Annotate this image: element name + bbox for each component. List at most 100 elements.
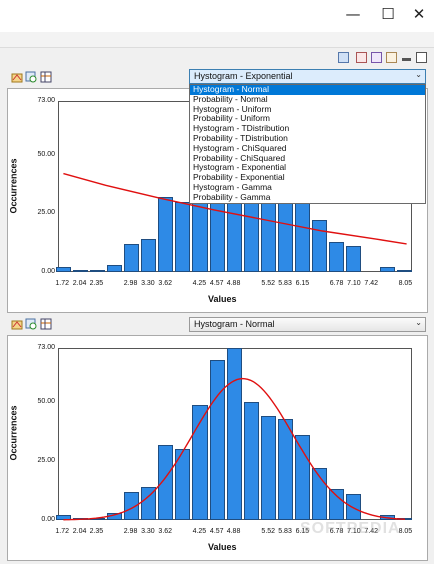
distribution-select-top[interactable]: Hystogram - Exponential ⌄ xyxy=(189,69,426,84)
edit-icon[interactable] xyxy=(356,52,367,63)
settings-icon[interactable] xyxy=(11,71,23,83)
histogram-bar xyxy=(329,489,345,520)
x-tick-label: 3.30 xyxy=(141,280,155,287)
x-tick-label: 4.88 xyxy=(226,528,241,535)
histogram-bar xyxy=(226,348,242,520)
histogram-bar xyxy=(107,264,123,272)
zoom-icon[interactable] xyxy=(25,318,37,330)
histogram-bar xyxy=(243,402,259,520)
x-axis-title: Values xyxy=(208,294,237,304)
view-toolbar xyxy=(0,48,434,68)
x-tick-label: 7.10 xyxy=(347,528,361,535)
dropdown-option[interactable]: Probability - Uniform xyxy=(193,113,270,124)
x-tick-label: 4.25 xyxy=(192,528,207,535)
chevron-down-icon: ⌄ xyxy=(415,318,422,327)
x-tick-label: 8.05 xyxy=(398,280,413,287)
histogram-bar xyxy=(107,512,123,520)
y-tick-label: 50.00 xyxy=(37,150,55,158)
histogram-bar xyxy=(294,435,311,520)
x-tick-label: 2.35 xyxy=(89,528,104,535)
y-tick-label: 73.00 xyxy=(37,97,55,104)
y-tick-label: 25.00 xyxy=(37,457,55,465)
dropdown-option[interactable]: Hystogram - TDistribution xyxy=(193,123,290,134)
window-titlebar: — ☐ ✕ xyxy=(0,0,434,32)
maximize-icon: ☐ xyxy=(381,5,395,23)
histogram-bar xyxy=(329,241,345,272)
histogram-bar xyxy=(55,515,71,520)
close-button[interactable]: ✕ xyxy=(402,0,434,28)
histogram-bar xyxy=(158,197,174,272)
histogram-bar xyxy=(175,201,191,272)
x-tick-label: 3.30 xyxy=(141,528,155,535)
dropdown-option[interactable]: Probability - Normal xyxy=(193,93,268,104)
histogram-bar xyxy=(72,269,89,272)
x-tick-label: 5.52 xyxy=(261,528,276,535)
x-tick-label: 4.25 xyxy=(192,280,207,287)
x-tick-label: 3.62 xyxy=(158,528,173,535)
close-icon: ✕ xyxy=(412,5,426,23)
x-tick-label: 5.83 xyxy=(278,280,292,287)
distribution-options-list[interactable]: Hystogram - Normal Probability - Normal Hy… xyxy=(189,84,426,204)
dropdown-option[interactable]: Hystogram - Exponential xyxy=(193,162,287,173)
histogram-bar xyxy=(277,418,293,520)
histogram-bar xyxy=(72,517,89,520)
histogram-bar xyxy=(124,491,140,520)
histogram-bar xyxy=(124,243,140,272)
x-tick-label: 1.72 xyxy=(55,280,70,287)
histogram-bar xyxy=(90,269,106,272)
histogram-bar xyxy=(346,494,362,520)
histogram-bar xyxy=(209,359,225,520)
minimize-panel-icon[interactable] xyxy=(402,58,411,61)
histogram-bar xyxy=(260,416,276,520)
grid-icon[interactable] xyxy=(40,318,52,330)
distribution-select-bottom[interactable]: Hystogram - Normal ⌄ xyxy=(189,317,426,332)
y-tick-label: 50.00 xyxy=(37,398,55,406)
histogram-bar xyxy=(192,404,208,520)
chart-icon[interactable] xyxy=(371,52,382,63)
y-axis-title: Occurrences xyxy=(8,405,19,461)
histogram-bar xyxy=(380,267,396,272)
x-tick-label: 6.78 xyxy=(329,528,344,535)
layout-icon[interactable] xyxy=(338,52,349,63)
x-tick-label: 6.78 xyxy=(329,280,344,287)
dropdown-option[interactable]: Probability - ChiSquared xyxy=(193,152,286,163)
histogram-bar xyxy=(346,246,362,272)
x-tick-label: 4.57 xyxy=(209,280,224,287)
histogram-bar xyxy=(312,220,328,272)
x-tick-label: 5.52 xyxy=(261,280,276,287)
settings-icon[interactable] xyxy=(11,318,23,330)
minimize-icon: — xyxy=(345,5,361,23)
x-tick-label: 7.10 xyxy=(347,280,361,287)
x-tick-label: 3.62 xyxy=(158,280,173,287)
x-tick-label: 5.83 xyxy=(278,528,292,535)
maximize-button[interactable]: ☐ xyxy=(371,0,405,28)
x-tick-label: 4.88 xyxy=(226,280,241,287)
dropdown-option[interactable]: Hystogram - ChiSquared xyxy=(193,142,287,153)
histogram-bar xyxy=(55,267,71,272)
x-tick-label: 7.42 xyxy=(364,280,379,287)
dropdown-option[interactable]: Probability - TDistribution xyxy=(193,132,288,143)
y-tick-label: 73.00 xyxy=(37,344,55,351)
histogram-bar xyxy=(397,269,413,272)
histogram-bar xyxy=(312,468,328,520)
x-tick-label: 8.05 xyxy=(398,528,413,535)
x-tick-label: 2.35 xyxy=(89,280,104,287)
dropdown-option[interactable]: Hystogram - Uniform xyxy=(193,103,272,114)
histogram-bar xyxy=(158,444,174,520)
maximize-icon[interactable] xyxy=(416,52,427,63)
minimize-button[interactable]: — xyxy=(336,0,370,28)
dropdown-option[interactable]: Hystogram - Normal xyxy=(190,84,425,95)
x-axis-title: Values xyxy=(208,542,237,552)
x-tick-label: 2.98 xyxy=(123,528,138,535)
y-tick-label: 0.00 xyxy=(41,268,55,275)
y-axis-title: Occurrences xyxy=(8,157,19,214)
grid-icon[interactable] xyxy=(40,71,52,83)
histogram-bar xyxy=(175,449,191,520)
x-tick-label: 6.15 xyxy=(295,280,310,287)
restore-icon[interactable] xyxy=(386,52,397,63)
dropdown-option[interactable]: Probability - Gamma xyxy=(193,191,271,202)
watermark: SOFTPEDIA xyxy=(300,520,401,537)
zoom-icon[interactable] xyxy=(25,71,37,83)
menu-strip xyxy=(0,32,434,48)
chevron-down-icon: ⌄ xyxy=(415,70,422,79)
